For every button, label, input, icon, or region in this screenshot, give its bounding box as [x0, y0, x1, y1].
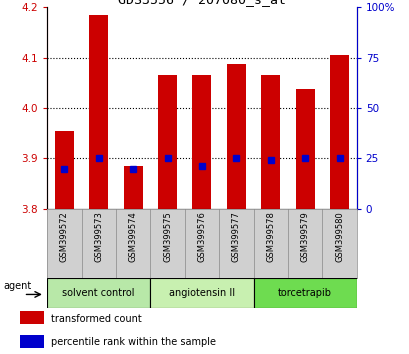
Text: GSM399578: GSM399578: [265, 211, 274, 262]
Bar: [20, 335, 43, 348]
Text: GSM399575: GSM399575: [163, 211, 172, 262]
Title: GDS3556 / 207080_s_at: GDS3556 / 207080_s_at: [118, 0, 285, 6]
Text: GSM399579: GSM399579: [300, 211, 309, 262]
Bar: [124, 166, 142, 209]
Bar: [295, 89, 314, 209]
Text: transformed count: transformed count: [52, 314, 142, 324]
Bar: [261, 75, 279, 209]
Bar: [150, 278, 253, 308]
Bar: [329, 55, 348, 209]
Bar: [226, 64, 245, 209]
Bar: [192, 75, 211, 209]
Text: GSM399580: GSM399580: [334, 211, 343, 262]
Text: percentile rank within the sample: percentile rank within the sample: [52, 337, 216, 348]
Text: agent: agent: [4, 281, 32, 291]
Text: angiotensin II: angiotensin II: [169, 288, 234, 298]
Text: GSM399572: GSM399572: [60, 211, 69, 262]
Bar: [158, 75, 177, 209]
Text: solvent control: solvent control: [62, 288, 135, 298]
Bar: [47, 278, 150, 308]
Text: GSM399577: GSM399577: [231, 211, 240, 262]
Text: GSM399574: GSM399574: [128, 211, 137, 262]
Bar: [55, 131, 74, 209]
Text: GSM399573: GSM399573: [94, 211, 103, 262]
Bar: [89, 15, 108, 209]
Text: GSM399576: GSM399576: [197, 211, 206, 262]
Bar: [20, 311, 43, 324]
Bar: [253, 278, 356, 308]
Text: torcetrapib: torcetrapib: [277, 288, 331, 298]
